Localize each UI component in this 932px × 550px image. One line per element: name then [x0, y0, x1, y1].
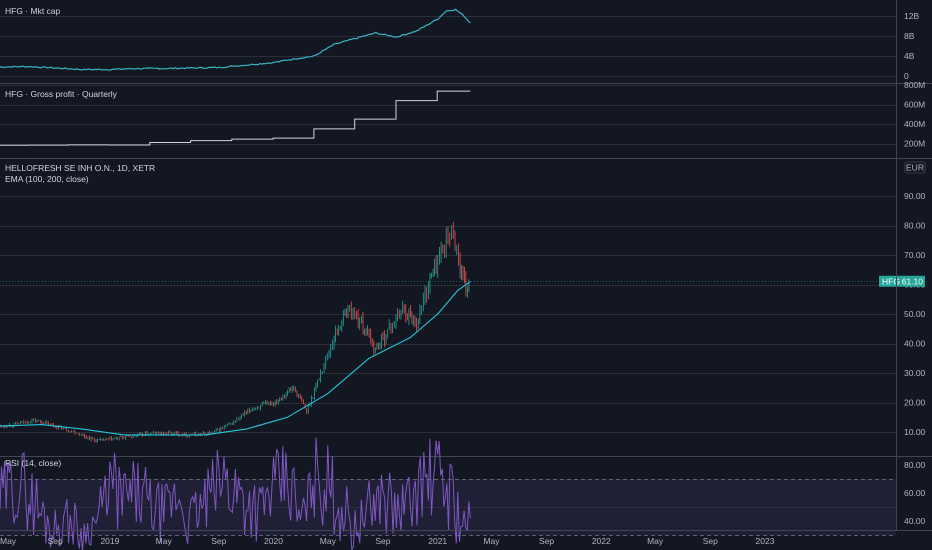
currency-badge[interactable]: EUR	[904, 161, 926, 174]
y-tick-label: 0	[904, 71, 909, 81]
y-tick-label: 30.00	[904, 368, 926, 378]
x-tick-label: 2022	[592, 536, 611, 546]
x-tick-label: Sep	[539, 536, 554, 546]
gross-profit-pane[interactable]: HFG · Gross profit · Quarterly 800M 600M 4…	[0, 80, 925, 149]
y-tick-label: 60.00	[904, 488, 926, 498]
y-tick-label: 50.00	[904, 309, 926, 319]
rsi-pane[interactable]: RSI (14, close) 80.00 60.00 40.00	[0, 437, 926, 550]
gross-profit-title: HFG · Gross profit · Quarterly	[5, 89, 118, 99]
price-tag-box	[879, 275, 925, 287]
y-tick-label: 4B	[904, 51, 915, 61]
x-tick-label: May	[483, 536, 500, 546]
ema-line	[0, 281, 471, 436]
ema-indicator-title[interactable]: EMA (100, 200, close)	[5, 174, 89, 184]
y-tick-label: 10.00	[904, 427, 926, 437]
x-tick-label: Sep	[211, 536, 226, 546]
mktcap-pane[interactable]: HFG · Mkt cap 12B 8B 4B 0	[0, 6, 919, 81]
rsi-y-axis: 80.00 60.00 40.00	[904, 460, 926, 526]
price-tag-value: 61.10	[902, 276, 924, 286]
mktcap-y-axis: 12B 8B 4B 0	[904, 11, 919, 81]
x-tick-label: Sep	[703, 536, 718, 546]
y-tick-label: 12B	[904, 11, 919, 21]
rsi-title[interactable]: RSI (14, close)	[5, 458, 61, 468]
time-axis[interactable]: May Sep 2019 May Sep 2020 May Sep 2021 May Sep 2022…	[0, 536, 775, 546]
gross-profit-y-axis: 800M 600M 400M 200M	[904, 80, 925, 149]
y-tick-label: 600M	[904, 100, 925, 110]
currency-badge-box	[904, 161, 926, 174]
rsi-line	[0, 437, 471, 550]
x-tick-label: May	[156, 536, 173, 546]
x-tick-label: Sep	[375, 536, 390, 546]
x-tick-label: May	[0, 536, 17, 546]
x-tick-label: May	[320, 536, 337, 546]
price-tag: HFG 61.10	[879, 275, 925, 287]
symbol-title[interactable]: HELLOFRESH SE INH O.N., 1D, XETR	[5, 163, 155, 173]
price-tag-symbol: HFG	[882, 276, 900, 286]
y-tick-label: 400M	[904, 119, 925, 129]
y-tick-label: 40.00	[904, 339, 926, 349]
y-tick-label: 8B	[904, 31, 915, 41]
gross-profit-line	[0, 90, 471, 146]
x-tick-label: 2020	[264, 536, 283, 546]
x-tick-label: 2023	[756, 536, 775, 546]
price-pane[interactable]: HELLOFRESH SE INH O.N., 1D, XETR EMA (10…	[0, 161, 926, 443]
price-y-axis: 90.0080.0070.0060.0050.0040.0030.0020.00…	[904, 191, 926, 437]
y-tick-label: 90.00	[904, 191, 926, 201]
y-tick-label: 80.00	[904, 221, 926, 231]
y-tick-label: 20.00	[904, 398, 926, 408]
y-tick-label: 40.00	[904, 516, 926, 526]
mktcap-line	[0, 8, 471, 71]
y-tick-label: 200M	[904, 139, 925, 149]
x-tick-label: 2021	[428, 536, 447, 546]
currency-badge-label: EUR	[906, 163, 924, 173]
price-candles	[0, 221, 470, 443]
y-tick-label: 80.00	[904, 460, 926, 470]
mktcap-grid	[0, 16, 896, 77]
price-grid	[0, 196, 896, 433]
x-tick-label: Sep	[48, 536, 63, 546]
x-tick-label: May	[647, 536, 664, 546]
x-tick-label: 2019	[100, 536, 119, 546]
y-tick-label: 800M	[904, 80, 925, 90]
mktcap-title: HFG · Mkt cap	[5, 6, 61, 16]
y-tick-label: 70.00	[904, 250, 926, 260]
